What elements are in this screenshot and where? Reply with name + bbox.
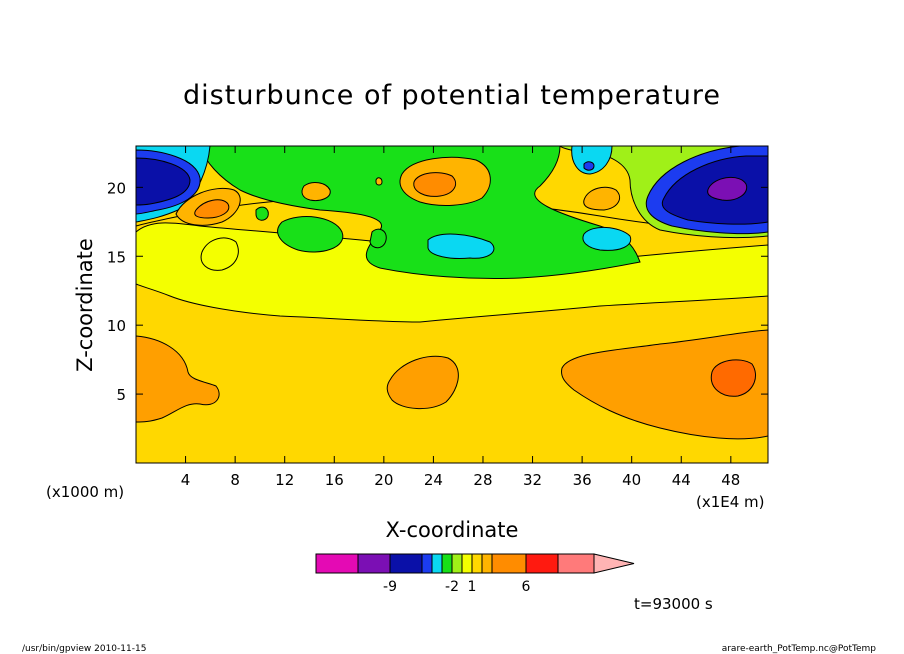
x-tick-label-2: 12 bbox=[275, 471, 294, 489]
colorbar-segment-2 bbox=[389, 553, 423, 574]
plot-area bbox=[136, 146, 768, 463]
x-unit-right: (x1E4 m) bbox=[696, 493, 765, 511]
colorbar-label-3: 6 bbox=[522, 579, 531, 595]
y-axis-label: Z-coordinate bbox=[73, 238, 97, 372]
field-dark-orange-lower-right bbox=[710, 359, 756, 397]
field-green-patch-left bbox=[277, 216, 344, 253]
colorbar-segment-11 bbox=[525, 553, 559, 574]
field-blue-dot bbox=[583, 161, 595, 171]
field-orange-lower-right bbox=[561, 329, 768, 440]
x-axis: 4 8 12 16 20 24 28 32 36 40 44 48 bbox=[181, 146, 740, 489]
y-tick-label-0: 5 bbox=[116, 386, 126, 404]
field-green-patch-small bbox=[369, 228, 387, 249]
colorbar-segment-5 bbox=[441, 553, 453, 574]
colorbar-label-1: -2 bbox=[445, 579, 459, 595]
plot-frame bbox=[135, 145, 769, 464]
field-orange-dot bbox=[375, 177, 383, 186]
colorbar-segment-8 bbox=[471, 553, 483, 574]
colorbar-segment-7 bbox=[461, 553, 473, 574]
colorbar-segment-9 bbox=[481, 553, 493, 574]
x-tick-label-10: 44 bbox=[672, 471, 691, 489]
x-tick-label-8: 36 bbox=[573, 471, 592, 489]
field-yellow-patch-left bbox=[200, 237, 239, 271]
footer-right: arare-earth_PotTemp.nc@PotTemp bbox=[722, 644, 877, 654]
colorbar-segment-12 bbox=[557, 553, 595, 574]
x-tick-label-4: 20 bbox=[374, 471, 393, 489]
field-green-patch-tiny bbox=[255, 206, 269, 221]
field-orange-upper-mid bbox=[301, 182, 331, 201]
y-tick-label-3: 20 bbox=[107, 179, 126, 197]
y-tick-label-2: 15 bbox=[107, 248, 126, 266]
x-unit-left: (x1000 m) bbox=[46, 483, 124, 501]
x-axis-label: X-coordinate bbox=[386, 518, 519, 542]
colorbar-segment-10 bbox=[491, 553, 527, 574]
field-purple-right bbox=[707, 177, 748, 201]
colorbar-segment-6 bbox=[451, 553, 463, 574]
field-orange-upper-left-core bbox=[194, 199, 230, 219]
x-tick-label-0: 4 bbox=[181, 471, 191, 489]
x-tick-label-6: 28 bbox=[473, 471, 492, 489]
colorbar bbox=[315, 553, 635, 574]
x-tick-label-7: 32 bbox=[523, 471, 542, 489]
x-tick-label-5: 24 bbox=[424, 471, 443, 489]
footer-left: /usr/bin/gpview 2010-11-15 bbox=[22, 644, 146, 654]
y-axis: 5 10 15 20 bbox=[107, 179, 768, 404]
x-tick-label-3: 16 bbox=[325, 471, 344, 489]
colorbar-segment-0 bbox=[315, 553, 359, 574]
colorbar-segment-4 bbox=[431, 553, 443, 574]
field-orange-upper-right bbox=[583, 186, 620, 211]
y-tick-label-1: 10 bbox=[107, 317, 126, 335]
field-dark-orange-upper-center bbox=[413, 172, 456, 197]
colorbar-label-0: -9 bbox=[383, 579, 397, 595]
colorbar-label-2: 1 bbox=[468, 579, 477, 595]
field-orange-lower-left bbox=[136, 335, 220, 423]
colorbar-segment-3 bbox=[421, 553, 433, 574]
colorbar-labels: -9 -2 1 6 bbox=[383, 579, 531, 595]
field-cyan-right bbox=[582, 227, 632, 251]
chart-title: disturbunce of potential temperature bbox=[183, 80, 721, 111]
field-orange-lower-center bbox=[386, 355, 459, 409]
x-tick-label-9: 40 bbox=[622, 471, 641, 489]
field-cyan-center bbox=[427, 233, 495, 259]
colorbar-segment-1 bbox=[357, 553, 391, 574]
colorbar-arrow bbox=[593, 553, 635, 574]
x-tick-label-1: 8 bbox=[230, 471, 240, 489]
field-green-region bbox=[199, 146, 641, 280]
x-tick-label-11: 48 bbox=[721, 471, 740, 489]
field-navy-top-left bbox=[136, 157, 191, 206]
time-annotation: t=93000 s bbox=[634, 595, 713, 613]
